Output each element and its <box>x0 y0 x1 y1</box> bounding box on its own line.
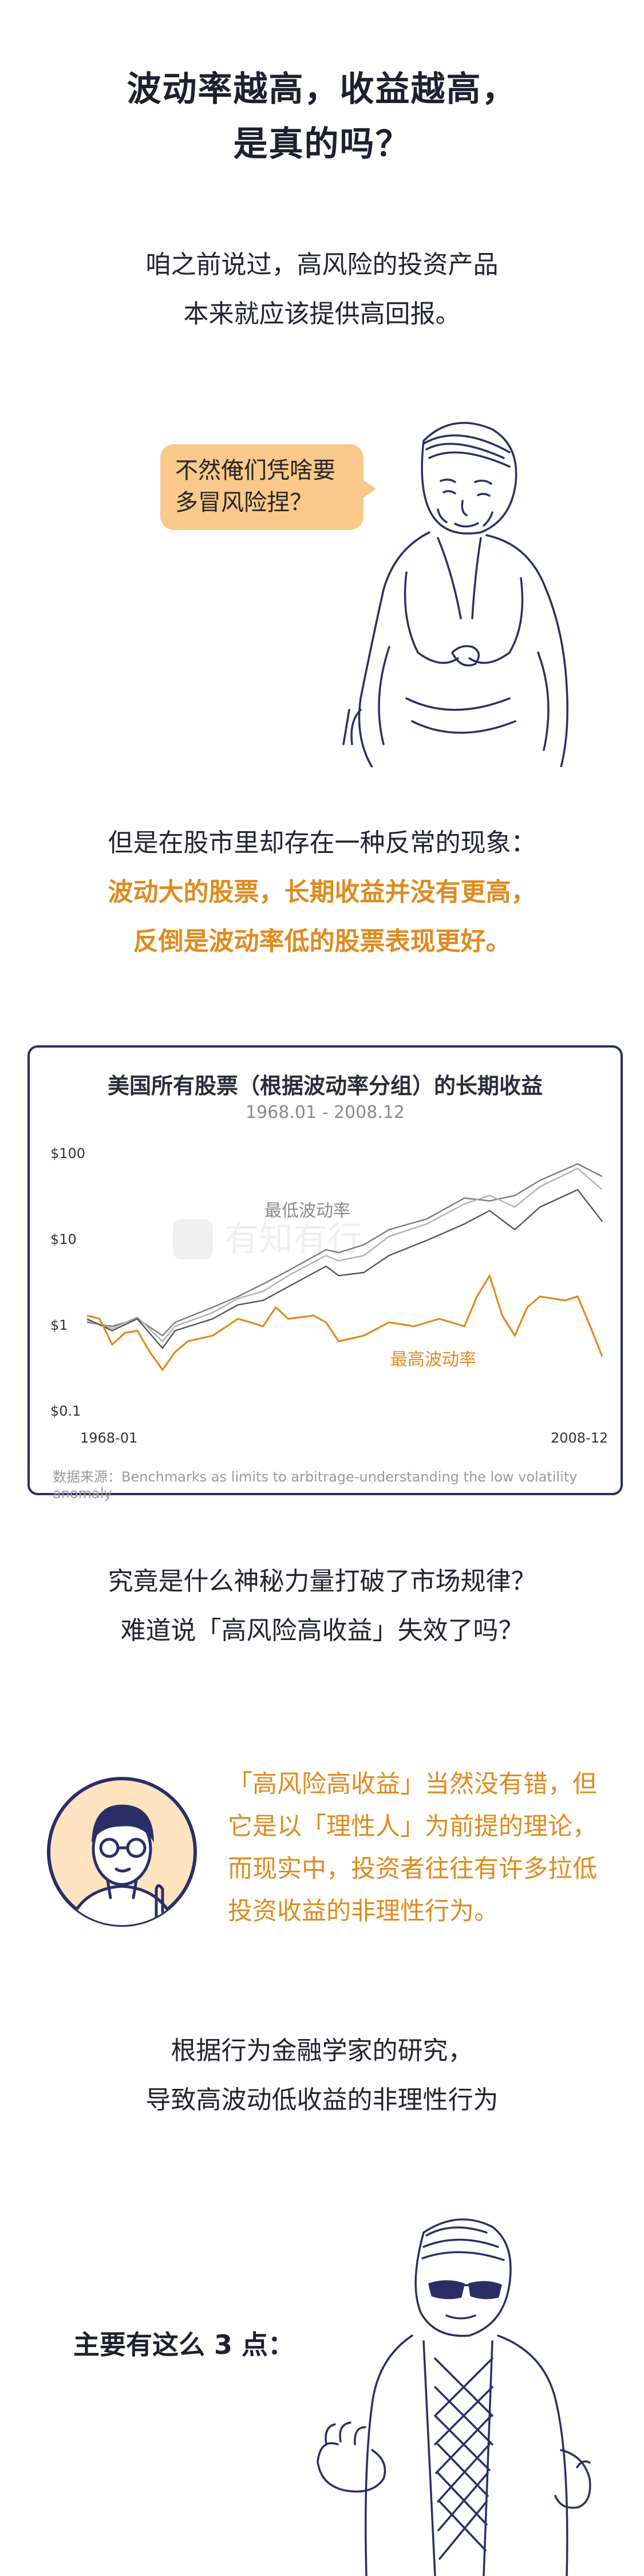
bubble-tail <box>361 479 376 499</box>
annotation-lowest-volatility: 最低波动率 <box>264 1201 350 1221</box>
question-line-2: 难道说「高风险高收益」失效了吗？ <box>120 1616 524 1645</box>
title-line-1: 波动率越高，收益越高， <box>127 69 517 109</box>
quote-line-1: 「高风险高收益」当然没有错，但 <box>228 1770 597 1799</box>
intro-line-1: 咱之前说过，高风险的投资产品 <box>145 250 499 279</box>
points-label: 主要有这么 3 点： <box>73 2329 295 2360</box>
avatar <box>47 1777 197 1927</box>
y-tick-label-0-1: $0.1 <box>50 1403 81 1419</box>
watermark-text: 有知有行 <box>224 1219 362 1259</box>
grandma-sunglasses-illustration <box>317 2218 591 2576</box>
quote-line-3: 而现实中，投资者往往有许多拉低 <box>228 1855 597 1883</box>
speech-bubble: 不然俺们凭啥要 多冒风险捏？ <box>160 444 376 530</box>
watermark: 有知有行 <box>173 1219 362 1259</box>
research-line-2: 导致高波动低收益的非理性行为 <box>145 2085 499 2115</box>
quote-line-2: 它是以「理性人」为前提的理论， <box>228 1812 597 1841</box>
line-chart: 有知有行 $100 $10 $1 $0.1 1968-01 2008-12 最低… <box>50 1145 608 1446</box>
annotation-highest-volatility: 最高波动率 <box>390 1350 476 1370</box>
chart-source: 数据来源：Benchmarks as limits to arbitrage-u… <box>53 1469 578 1502</box>
elderly-woman-illustration <box>342 422 568 767</box>
anomaly-line-1: 但是在股市里却存在一种反常的现象： <box>108 828 536 858</box>
series-line-2 <box>86 1189 603 1349</box>
anomaly-line-2: 波动大的股票，长期收益并没有更高， <box>108 878 536 907</box>
quote-line-4: 投资收益的非理性行为。 <box>228 1897 499 1926</box>
anomaly-text: 但是在股市里却存在一种反常的现象： 波动大的股票，长期收益并没有更高， 反倒是波… <box>0 819 644 966</box>
series-line-0 <box>86 1163 603 1337</box>
chart-subtitle: 1968.01 - 2008.12 <box>245 1103 405 1123</box>
chart-card: 美国所有股票（根据波动率分组）的长期收益 1968.01 - 2008.12 有… <box>27 1045 623 1502</box>
y-tick-label-10: $10 <box>50 1231 77 1247</box>
series-line-1 <box>86 1167 603 1342</box>
title-line-2: 是真的吗？ <box>233 124 411 164</box>
y-tick-label-100: $100 <box>50 1145 85 1161</box>
page-title: 波动率越高，收益越高， 是真的吗？ <box>0 62 644 172</box>
chart-title: 美国所有股票（根据波动率分组）的长期收益 <box>107 1073 543 1099</box>
research-text: 根据行为金融学家的研究， 导致高波动低收益的非理性行为 <box>0 2026 644 2125</box>
bubble-line-2: 多冒风险捏？ <box>175 489 313 516</box>
y-tick-label-1: $1 <box>50 1317 68 1333</box>
anomaly-line-3: 反倒是波动率低的股票表现更好。 <box>133 927 511 956</box>
intro-text: 咱之前说过，高风险的投资产品 本来就应该提供高回报。 <box>0 240 644 339</box>
series-line-3 <box>86 1274 603 1371</box>
research-line-1: 根据行为金融学家的研究， <box>171 2036 473 2065</box>
quote-text: 「高风险高收益」当然没有错，但 它是以「理性人」为前提的理论， 而现实中，投资者… <box>228 1763 623 1933</box>
question-line-1: 究竟是什么神秘力量打破了市场规律？ <box>108 1567 536 1596</box>
intro-line-2: 本来就应该提供高回报。 <box>183 299 461 329</box>
bubble-line-1: 不然俺们凭啥要 <box>175 457 335 484</box>
x-tick-label-end: 2008-12 <box>551 1430 608 1446</box>
question-text: 究竟是什么神秘力量打破了市场规律？ 难道说「高风险高收益」失效了吗？ <box>0 1557 644 1656</box>
x-tick-label-start: 1968-01 <box>80 1430 137 1446</box>
